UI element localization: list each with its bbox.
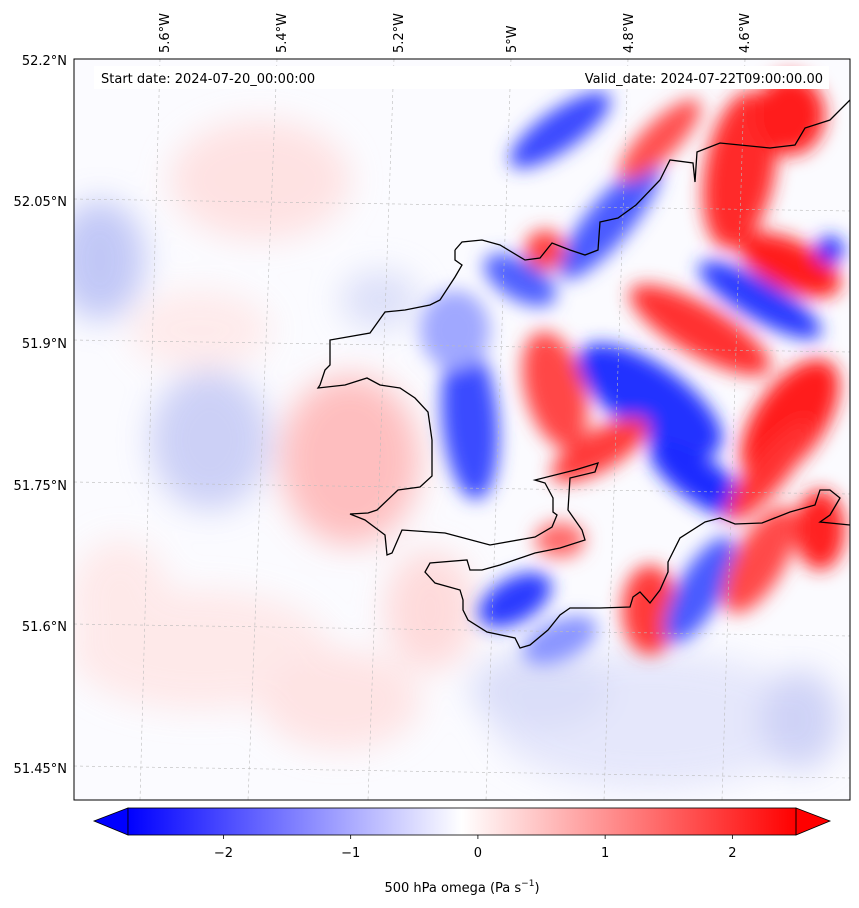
- colorbar-tick-label: 0: [474, 846, 482, 861]
- lat-label: 51.75°N: [14, 479, 67, 494]
- omega-field: [74, 59, 850, 800]
- colorbar-extend-high: [795, 807, 832, 836]
- start-date-label: Start date: 2024-07-20_00:00:00: [101, 72, 315, 87]
- colorbar-body: [128, 808, 796, 835]
- colorbar: −2 −1 0 1 2 500 hPa omega (Pa s−1): [92, 807, 832, 896]
- lon-label: 4.6°W: [738, 13, 753, 53]
- lat-label: 51.9°N: [22, 337, 67, 352]
- lon-labels: 5.6°W 5.4°W 5.2°W 5°W 4.8°W 4.6°W: [158, 13, 753, 53]
- lon-label: 5.2°W: [392, 13, 407, 53]
- colorbar-tick-label: −2: [214, 846, 233, 861]
- colorbar-ticks: −2 −1 0 1 2: [214, 835, 737, 861]
- lat-labels: 52.2°N 52.05°N 51.9°N 51.75°N 51.6°N 51.…: [14, 54, 67, 777]
- colorbar-label: 500 hPa omega (Pa s−1): [384, 879, 539, 896]
- lon-label: 5.6°W: [158, 13, 173, 53]
- lon-label: 4.8°W: [622, 13, 637, 53]
- coastline: [316, 99, 850, 649]
- lat-label: 52.2°N: [22, 54, 67, 69]
- colorbar-tick-label: −1: [341, 846, 360, 861]
- lon-label: 5.4°W: [275, 13, 290, 53]
- lat-label: 52.05°N: [14, 195, 67, 210]
- colorbar-extend-low: [92, 807, 129, 836]
- colorbar-tick-label: 1: [601, 846, 609, 861]
- lon-label: 5°W: [505, 25, 520, 53]
- valid-date-label: Valid_date: 2024-07-22T09:00:00.00: [585, 72, 823, 87]
- lat-label: 51.6°N: [22, 620, 67, 635]
- lat-label: 51.45°N: [14, 762, 67, 777]
- colorbar-tick-label: 2: [728, 846, 736, 861]
